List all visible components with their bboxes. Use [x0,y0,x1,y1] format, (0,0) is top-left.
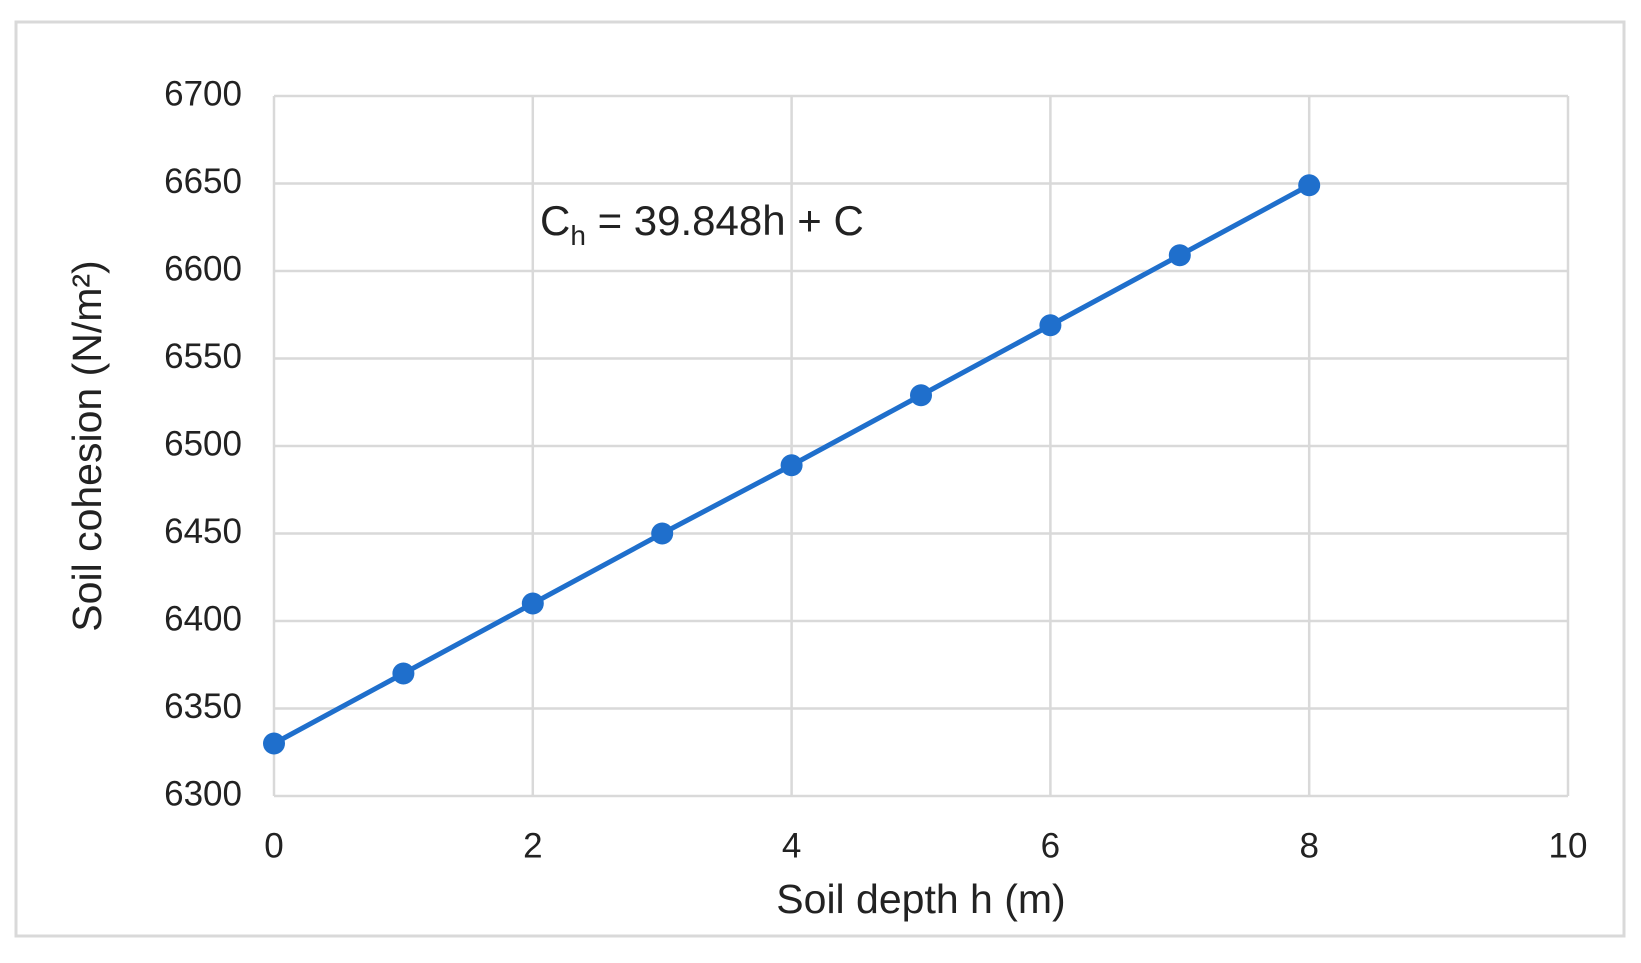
x-tick-label: 10 [1549,826,1588,865]
y-tick-label: 6450 [164,512,242,551]
y-tick-label: 6550 [164,337,242,376]
data-point [1039,314,1062,337]
annotation-main: C [540,197,570,244]
data-point [392,662,415,685]
y-tick-label: 6500 [164,424,242,463]
y-tick-label: 6700 [164,74,242,113]
annotation-subscript: h [570,220,586,251]
y-tick-label: 6600 [164,249,242,288]
x-tick-label: 4 [782,826,801,865]
annotation: Ch = 39.848h + C [540,197,864,251]
annotation-rest: = 39.848h + C [586,197,864,244]
x-tick-label: 2 [523,826,542,865]
y-tick-label: 6400 [164,599,242,638]
y-tick-label: 6350 [164,687,242,726]
chart-frame [14,20,1626,938]
y-axis-title: Soil cohesion (N/m²) [64,260,110,631]
data-point [263,732,285,755]
data-point [910,384,932,407]
data-point [1168,244,1191,267]
y-tick-label: 6300 [164,774,242,813]
y-tick-label: 6650 [164,162,242,201]
data-point [1298,174,1321,197]
data-point [780,454,803,477]
data-point [521,592,544,615]
data-point [651,522,674,545]
x-axis-title: Soil depth h (m) [776,876,1065,922]
x-tick-label: 0 [264,826,283,865]
x-tick-label: 6 [1041,826,1060,865]
x-tick-label: 8 [1299,826,1318,865]
